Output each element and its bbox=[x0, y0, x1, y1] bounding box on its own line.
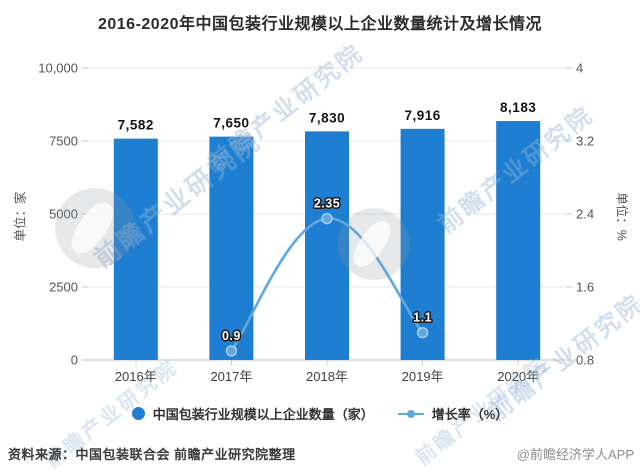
left-axis-tick-label: 5000 bbox=[49, 207, 78, 222]
right-axis-tick-label: 2.4 bbox=[576, 207, 594, 222]
legend-item-line-series: 增长率（%） bbox=[397, 404, 509, 423]
x-axis-tick-label: 2017年 bbox=[210, 369, 252, 384]
x-axis-tick-label: 2019年 bbox=[402, 369, 444, 384]
bar-value-label: 7,582 bbox=[118, 118, 154, 133]
bar-value-label: 7,650 bbox=[213, 116, 249, 131]
line-value-label: 1.1 bbox=[413, 311, 432, 325]
x-axis-tick-label: 2016年 bbox=[115, 369, 157, 384]
right-axis-tick-label: 3.2 bbox=[576, 134, 594, 149]
line-point-2019年 bbox=[416, 326, 429, 339]
chart-legend: 中国包装行业规模以上企业数量（家） 增长率（%） bbox=[0, 404, 640, 423]
line-value-label: 0.9 bbox=[222, 329, 241, 343]
bar-series-dot-icon bbox=[131, 407, 145, 420]
left-axis-unit-label: 单位：家 bbox=[13, 191, 28, 242]
chart-svg: 0 0.8 2500 1.6 5000 2.4 7500 3.2 10,000 4 2016年 201… bbox=[38, 61, 594, 385]
x-axis-tick-label: 2018年 bbox=[306, 369, 348, 384]
bar-2019年 bbox=[400, 128, 445, 360]
legend-item-bar-series: 中国包装行业规模以上企业数量（家） bbox=[131, 404, 374, 423]
line-point-2017年 bbox=[225, 345, 238, 357]
right-axis-tick-label: 1.6 bbox=[576, 280, 594, 295]
line-point-2018年 bbox=[321, 212, 333, 225]
bar-value-label: 7,830 bbox=[309, 110, 345, 125]
right-axis-tick-label: 0.8 bbox=[576, 353, 594, 368]
bar-value-label: 8,183 bbox=[500, 100, 536, 115]
data-source-text: 资料来源：中国包装联合会 前瞻产业研究院整理 bbox=[8, 447, 296, 462]
bar-2018年 bbox=[305, 131, 349, 360]
line-value-label: 2.35 bbox=[314, 197, 340, 211]
line-series-label: 增长率（%） bbox=[431, 407, 509, 422]
footer: 资料来源：中国包装联合会 前瞻产业研究院整理 @前瞻经济学人APP bbox=[0, 444, 640, 463]
chart-title: 2016-2020年中国包装行业规模以上企业数量统计及增长情况 bbox=[97, 16, 543, 33]
right-axis-tick-label: 4 bbox=[576, 61, 583, 76]
bar-2016年 bbox=[113, 138, 158, 360]
x-axis-tick-label: 2020年 bbox=[497, 369, 539, 384]
brand-credit-text: @前瞻经济学人APP bbox=[516, 447, 634, 462]
left-axis-tick-label: 2500 bbox=[49, 280, 78, 295]
left-axis-tick-label: 0 bbox=[71, 353, 78, 368]
bar-series-label: 中国包装行业规模以上企业数量（家） bbox=[152, 407, 374, 422]
left-axis-tick-label: 7500 bbox=[49, 134, 78, 149]
right-axis-unit-label: 单位：% bbox=[614, 192, 629, 241]
bar-value-label: 7,916 bbox=[404, 108, 440, 123]
bar-2020年 bbox=[496, 121, 541, 360]
line-series-line-icon bbox=[397, 407, 424, 420]
left-axis-tick-label: 10,000 bbox=[38, 61, 78, 76]
